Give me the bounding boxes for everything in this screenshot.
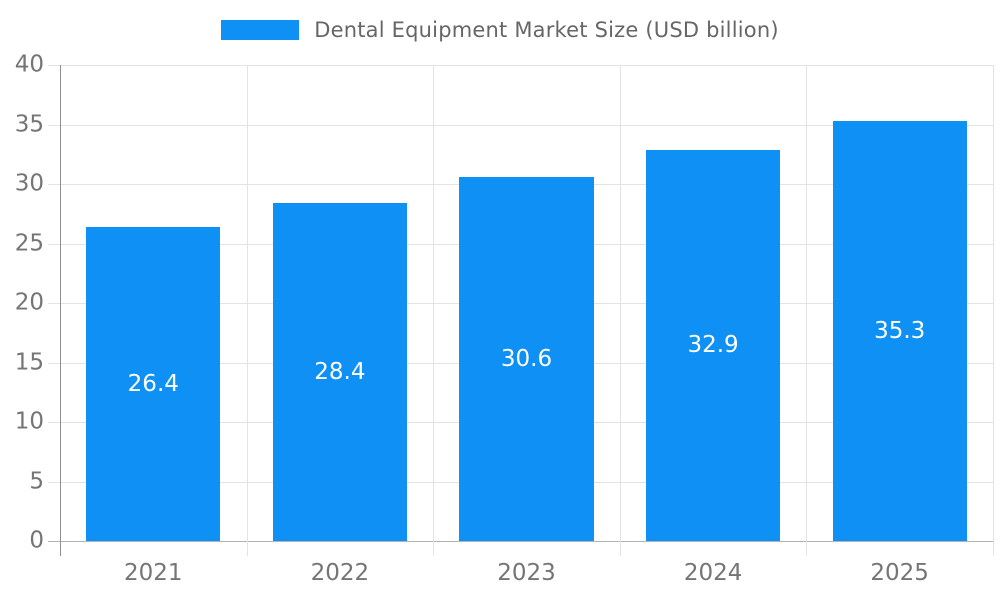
legend: Dental Equipment Market Size (USD billio… <box>0 18 1000 42</box>
y-axis-line <box>60 65 61 556</box>
bar-value-label-2024: 32.9 <box>687 332 739 359</box>
y-tick-label-15: 15 <box>14 349 44 375</box>
legend-label: Dental Equipment Market Size (USD billio… <box>314 18 779 42</box>
y-tick-label-35: 35 <box>14 111 44 137</box>
y-tick-label-10: 10 <box>14 408 44 435</box>
x-tick-label-2024: 2024 <box>683 560 743 586</box>
bar-value-label-2022: 28.4 <box>314 359 366 386</box>
bar-2023: 30.6 <box>459 176 594 541</box>
y-tick-label-30: 30 <box>14 170 44 197</box>
bar-2025: 35.3 <box>832 120 967 541</box>
x-tick-label-2025: 2025 <box>870 560 929 586</box>
category-separator-2 <box>433 65 435 556</box>
bar-value-label-2023: 30.6 <box>500 345 553 372</box>
bar-value-label-2021: 26.4 <box>127 370 179 397</box>
category-separator-5 <box>993 65 994 556</box>
x-tick-label-2021: 2021 <box>124 560 183 586</box>
gridline-y-40 <box>48 65 993 66</box>
x-tick-label-2022: 2022 <box>310 560 370 586</box>
gridline-y-0 <box>48 541 993 542</box>
category-separator-3 <box>619 65 621 556</box>
plot-area: 0 5 10 15 20 25 30 35 40 26.4 2021 28.4 2022 30.6 2023… <box>15 53 994 586</box>
bar-2022: 28.4 <box>272 203 408 541</box>
y-tick-label-5: 5 <box>29 468 44 494</box>
category-separator-4 <box>806 65 808 556</box>
bar-value-label-2025: 35.3 <box>874 317 926 344</box>
legend-swatch <box>221 20 300 40</box>
y-tick-label-40: 40 <box>14 51 44 78</box>
bar-2024: 32.9 <box>645 149 781 541</box>
y-tick-label-20: 20 <box>14 289 44 316</box>
gridline-y-35 <box>48 124 993 126</box>
x-tick-label-2023: 2023 <box>497 560 556 586</box>
category-separator-1 <box>246 65 248 556</box>
bar-2021: 26.4 <box>86 226 221 541</box>
y-tick-label-25: 25 <box>14 230 44 256</box>
y-tick-label-0: 0 <box>29 527 44 554</box>
